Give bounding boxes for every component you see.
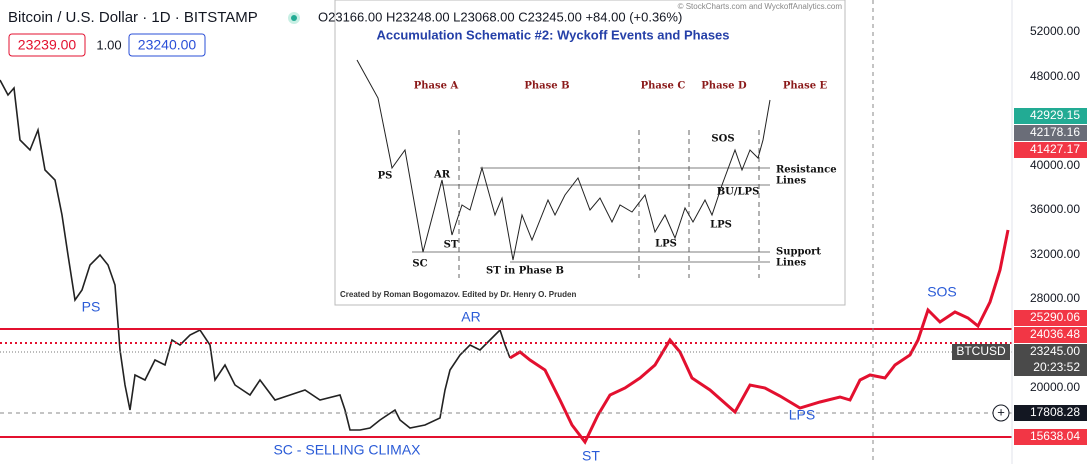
axis-label: 20000.00 (1030, 380, 1080, 394)
inset-credit: Created by Roman Bogomazov. Edited by Dr… (340, 290, 576, 299)
add-button-icon[interactable]: + (997, 404, 1005, 419)
inset-schematic: © StockCharts.com and WyckoffAnalytics.c… (334, 0, 846, 306)
price-badge (1014, 429, 1087, 445)
axis-label: 40000.00 (1030, 158, 1080, 172)
price-badge (1014, 344, 1087, 360)
symbol-tag-label: BTCUSD (956, 344, 1006, 358)
price-badge (1014, 125, 1087, 141)
axis-label: 36000.00 (1030, 202, 1080, 216)
event-label: ST in Phase B (486, 266, 564, 277)
annotation: SC - SELLING CLIMAX (273, 442, 421, 458)
price-badge (1014, 310, 1087, 326)
price-badge-label: 25290.06 (1030, 310, 1080, 324)
price-badge-label: 23245.00 (1030, 344, 1080, 358)
axis-label: 48000.00 (1030, 69, 1080, 83)
price-badge (1014, 108, 1087, 124)
price-badge (1014, 405, 1087, 421)
resistance-lines-label: Lines (776, 176, 806, 187)
schematic-price (356, 59, 771, 261)
axis-label: 52000.00 (1030, 24, 1080, 38)
sell-button[interactable] (8, 33, 86, 57)
event-label: AR (433, 170, 451, 181)
price-badge (1014, 327, 1087, 343)
support-lines-label: Support (776, 247, 821, 258)
price-badge-label: 20:23:52 (1033, 360, 1080, 374)
ohlc: O23166.00 H23248.00 L23068.00 C23245.00 … (318, 9, 682, 24)
phase-label: Phase E (783, 81, 828, 92)
price-badge-label: 41427.17 (1030, 142, 1080, 156)
axis-label: 32000.00 (1030, 247, 1080, 261)
price-axis: 52000.00 48000.00 40000.00 36000.00 32000.00… (952, 24, 1087, 445)
price-badge (1014, 360, 1087, 376)
add-button[interactable] (992, 404, 1010, 422)
sell-price[interactable]: 23239.00 (18, 37, 77, 53)
symbol-title[interactable]: Bitcoin / U.S. Dollar · 1D · BITSTAMP (8, 9, 258, 26)
support-lines-label: Lines (776, 258, 806, 269)
event-label: SC (412, 259, 427, 270)
annotation: LPS (789, 407, 815, 423)
axis-label: 28000.00 (1030, 291, 1080, 305)
price-badge-label: 42929.15 (1030, 108, 1080, 122)
event-label: LPS (655, 239, 677, 250)
price-badge (1014, 142, 1087, 158)
buy-button[interactable] (128, 33, 206, 57)
annotation: PS (82, 299, 101, 315)
buy-price[interactable]: 23240.00 (138, 37, 197, 53)
event-label: ST (444, 240, 459, 251)
price-badge-label: 15638.04 (1030, 429, 1080, 443)
phase-label: Phase C (641, 81, 686, 92)
inset-copyright: © StockCharts.com and WyckoffAnalytics.c… (678, 2, 843, 11)
annotation: AR (461, 309, 480, 325)
phase-label: Phase D (701, 81, 747, 92)
spread: 1.00 (96, 37, 121, 52)
price-badge-label: 42178.16 (1030, 125, 1080, 139)
annotation: SOS (927, 284, 957, 300)
resistance-lines-label: Resistance (776, 165, 837, 176)
price-badge-label: 17808.28 (1030, 405, 1080, 419)
event-label: SOS (711, 134, 734, 145)
inset-title: Accumulation Schematic #2: Wyckoff Event… (376, 27, 729, 42)
phase-label: Phase A (414, 81, 459, 92)
event-label: LPS (710, 220, 732, 231)
price-candles (0, 79, 511, 431)
status-dot (291, 15, 297, 21)
schematic-levels (412, 167, 770, 263)
event-label: PS (378, 171, 393, 182)
symbol-tag (952, 344, 1010, 360)
event-label: BU/LPS (717, 187, 760, 198)
annotation: ST (582, 448, 600, 464)
price-badge-label: 24036.48 (1030, 327, 1080, 341)
phase-dividers (458, 130, 760, 278)
phase-label: Phase B (524, 81, 569, 92)
